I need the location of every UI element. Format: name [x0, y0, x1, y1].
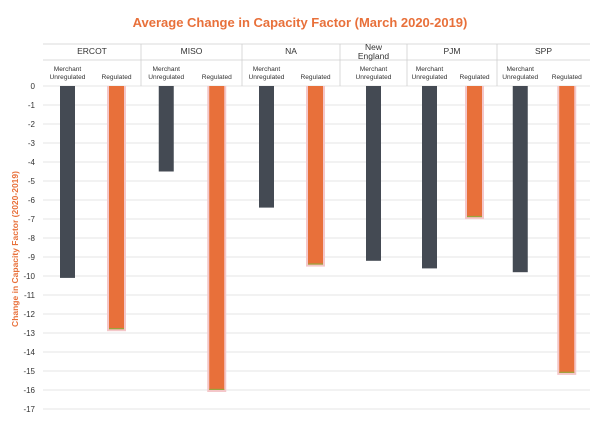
region-label: NA — [285, 46, 297, 56]
region-label: ERCOT — [77, 46, 107, 56]
y-tick-label: -5 — [28, 177, 36, 186]
y-tick-label: -6 — [28, 196, 36, 205]
y-tick-label: -1 — [28, 101, 36, 110]
region-label: SPP — [535, 46, 552, 56]
regulated-bar — [308, 86, 323, 265]
y-tick-label: -8 — [28, 234, 36, 243]
merchant-bar — [259, 86, 274, 208]
merchant-bar — [512, 86, 528, 273]
region-label: PJM — [444, 46, 461, 56]
regulated-bar-base — [308, 263, 323, 265]
bar-category-label: Merchant Unregulated — [502, 66, 538, 81]
regulated-bar-base — [209, 388, 225, 390]
region-label: New England — [358, 42, 389, 61]
y-tick-label: -11 — [24, 291, 36, 300]
y-tick-label: -2 — [28, 120, 36, 129]
y-tick-label: -9 — [28, 253, 36, 262]
regulated-bar-base — [109, 328, 124, 330]
y-tick-label: -15 — [23, 367, 35, 376]
bar-category-label: Merchant Unregulated — [356, 66, 392, 81]
y-tick-label: -16 — [23, 386, 35, 395]
regulated-bar — [109, 86, 124, 330]
region-headers: ERCOT Merchant Unregulated Regulated MISO Mer… — [43, 42, 590, 86]
y-tick-label: -17 — [23, 405, 35, 414]
bar-category-label: Merchant Unregulated — [412, 66, 448, 81]
bar-category-label: Regulated — [459, 74, 489, 81]
y-tick-label: -14 — [23, 348, 35, 357]
gridlines — [43, 85, 590, 410]
y-axis-ticks: 0 -1 -2 -3 -4 -5 -6 -7 -8 -9 -10 -11 -12 -13 -14 -15 -16… — [23, 82, 35, 414]
region-label: MISO — [181, 46, 203, 56]
regulated-bar-base — [559, 371, 575, 373]
y-tick-label: -13 — [23, 329, 35, 338]
bar-category-label: Merchant Unregulated — [148, 66, 184, 81]
y-tick-label: -10 — [23, 272, 35, 281]
chart-title: Average Change in Capacity Factor (March… — [133, 15, 468, 30]
merchant-bar — [422, 86, 437, 269]
merchant-bar — [366, 86, 381, 261]
regulated-bar — [209, 86, 225, 390]
bar-category-label: Regulated — [552, 74, 582, 81]
bar-category-label: Regulated — [202, 74, 232, 81]
regulated-bar — [467, 86, 482, 218]
merchant-bar — [60, 86, 75, 278]
bars — [60, 86, 577, 392]
bar-category-label: Merchant Unregulated — [249, 66, 285, 81]
y-tick-label: -12 — [23, 310, 35, 319]
regulated-bar — [559, 86, 575, 373]
y-tick-label: -3 — [28, 139, 36, 148]
bar-category-label: Regulated — [300, 74, 330, 81]
y-tick-label: -7 — [28, 215, 36, 224]
regulated-bar-base — [467, 215, 482, 218]
y-tick-label: 0 — [31, 82, 36, 91]
y-tick-label: -4 — [28, 158, 36, 167]
bar-category-label: Merchant Unregulated — [50, 66, 86, 81]
merchant-bar — [158, 86, 174, 172]
y-axis-label: Change in Capacity Factor (2020-2019) — [10, 171, 20, 327]
bar-category-label: Regulated — [101, 74, 131, 81]
